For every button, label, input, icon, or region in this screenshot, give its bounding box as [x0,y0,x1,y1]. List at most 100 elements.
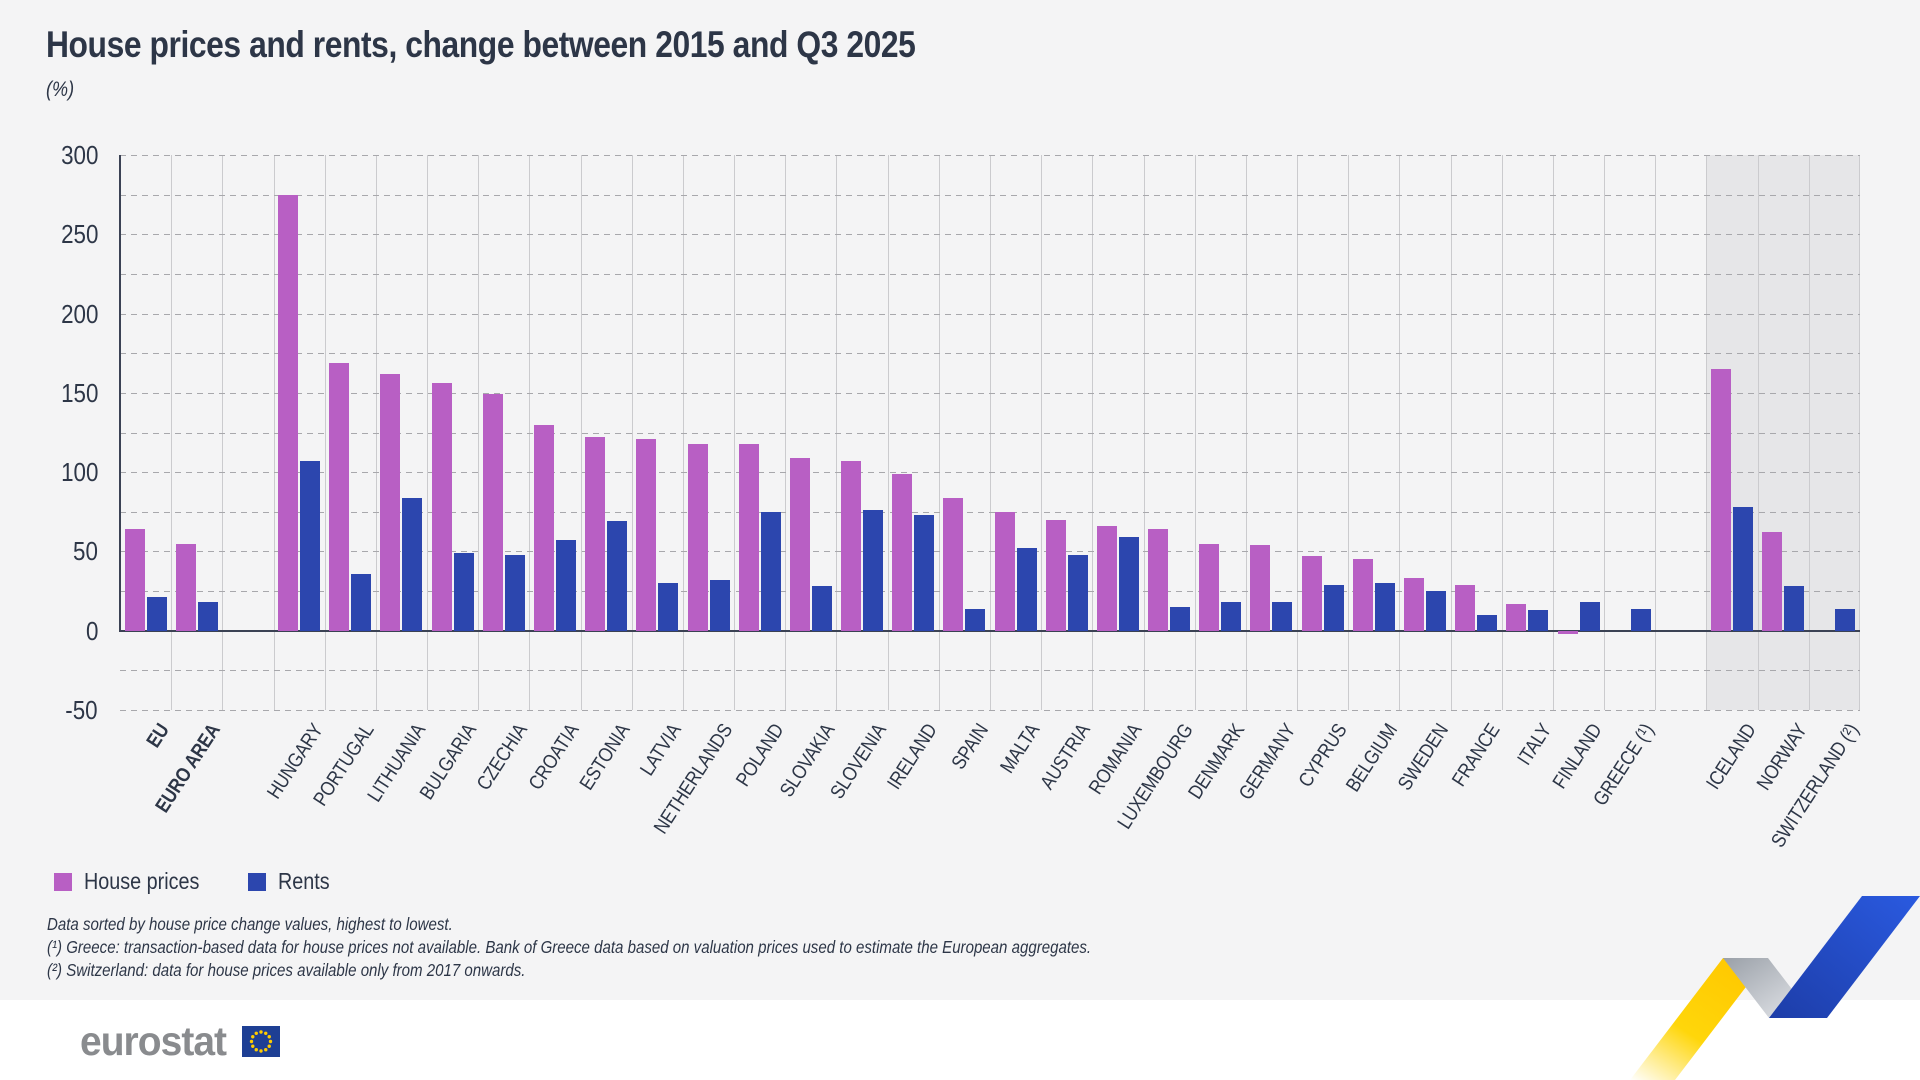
y-tick-label-150: 150 [60,377,98,408]
bar-house-prices-slovenia [841,461,862,631]
x-label-latvia: LATVIA [636,720,686,780]
horizontal-gridline [120,710,1860,711]
x-label-spain: SPAIN [947,720,993,774]
bar-rents-bulgaria [453,553,474,631]
bar-rents-netherlands [709,579,730,631]
bar-house-prices-cyprus [1301,556,1322,631]
y-tick-label-0: 0 [85,615,98,646]
x-label-ireland: IRELAND [883,720,942,794]
horizontal-gridline [120,234,1860,236]
bar-house-prices-netherlands [687,443,708,631]
bar-house-prices-estonia [585,437,606,631]
bar-rents-luxembourg [1170,606,1191,631]
bar-rents-cyprus [1323,584,1344,631]
horizontal-gridline [120,273,1860,275]
eu-flag-icon [241,1026,280,1057]
bar-house-prices-germany [1250,545,1271,631]
x-label-czechia: CZECHIA [473,720,533,795]
x-label-italy: ITALY [1513,720,1556,770]
bar-house-prices-czechia [482,394,503,631]
rents-legend-label: Rents [278,868,330,894]
page-title-text: House prices and rents, change between 2… [46,24,916,65]
bar-house-prices-slovakia [789,457,810,631]
footnotes: Data sorted by house price change values… [47,913,1261,982]
bar-rents-iceland [1733,507,1754,631]
eu-flag-star [259,1049,263,1053]
bar-rents-euro-area [197,602,218,631]
bar-rents-estonia [607,521,628,631]
x-label-sweden: SWEDEN [1394,720,1454,795]
bar-house-prices-denmark [1199,543,1220,631]
bar-rents-czechia [504,554,525,631]
bar-rents-spain [965,608,986,631]
bar-rents-hungary [300,461,321,631]
eurostat-logo: eurostat [80,1018,280,1065]
bar-rents-croatia [556,540,576,631]
y-tick-label-200: 200 [60,298,98,329]
eu-flag-star [254,1048,258,1052]
bar-rents-portugal [351,573,372,631]
bar-house-prices-norway [1762,532,1783,631]
y-tick-label-300: 300 [60,140,98,170]
y-tick-label--50: -50 [65,695,98,725]
bar-rents-france [1477,614,1498,631]
bar-rents-malta [1016,548,1037,631]
bar-rents-greece [1630,608,1651,631]
zero-baseline [120,629,1860,632]
bar-rents-switzerland [1835,608,1856,631]
bar-house-prices-latvia [636,438,657,631]
bar-house-prices-ireland [892,473,913,631]
y-tick-label-50: 50 [73,536,98,567]
bar-rents-eu [146,597,167,631]
bar-rents-ireland [914,514,935,631]
ribbon-yellow-band [1630,958,1768,1080]
eu-flag-star [267,1044,271,1048]
x-label-iceland: ICELAND [1702,720,1761,794]
bar-house-prices-malta [994,511,1015,631]
x-label-estonia: ESTONIA [575,720,635,795]
chart-unit-subtitle: (%) [46,78,75,101]
rents-swatch [248,872,267,891]
bar-house-prices-france [1455,584,1476,631]
bar-rents-romania [1118,537,1139,631]
horizontal-gridline [120,392,1860,394]
horizontal-gridline [120,432,1860,434]
legend: House prices Rents [54,868,338,895]
bar-house-prices-finland [1557,630,1578,634]
bar-house-prices-italy [1506,603,1527,631]
eu-flag-star [250,1035,255,1039]
eu-flag-star [250,1044,255,1048]
house-prices-legend-label: House prices [84,868,200,894]
eu-flag-star [249,1039,253,1044]
bar-rents-austria [1067,554,1088,631]
y-tick-label-250: 250 [60,219,98,250]
legend-item-rents: Rents [248,868,338,895]
ribbon-blue-band [1769,896,1920,1018]
bar-rents-poland [760,511,781,631]
horizontal-gridline [120,353,1860,355]
y-tick-label-100: 100 [60,457,98,488]
bar-house-prices-portugal [329,362,350,631]
bar-house-prices-iceland [1711,369,1732,631]
eu-flag-star [254,1031,258,1035]
bar-rents-finland [1579,602,1600,631]
bar-house-prices-poland [738,443,759,631]
bar-rents-latvia [658,583,679,631]
footnote-greece: (¹) Greece: transaction-based data for h… [47,937,1092,957]
bar-house-prices-romania [1096,526,1117,631]
bar-house-prices-bulgaria [431,383,452,631]
bar-house-prices-spain [943,497,964,631]
horizontal-gridline [120,591,1860,593]
bar-house-prices-eu [124,529,145,631]
bar-rents-slovakia [811,586,832,631]
bar-house-prices-hungary [278,194,299,631]
bar-rents-slovenia [863,510,884,631]
x-label-croatia: CROATIA [524,720,584,795]
horizontal-gridline [120,313,1860,315]
x-label-france: FRANCE [1448,720,1505,791]
bar-house-prices-austria [1045,519,1066,631]
y-axis-line [119,155,121,632]
bar-house-prices-luxembourg [1148,529,1169,631]
eu-flag-star [263,1048,268,1052]
horizontal-gridline [120,194,1860,196]
